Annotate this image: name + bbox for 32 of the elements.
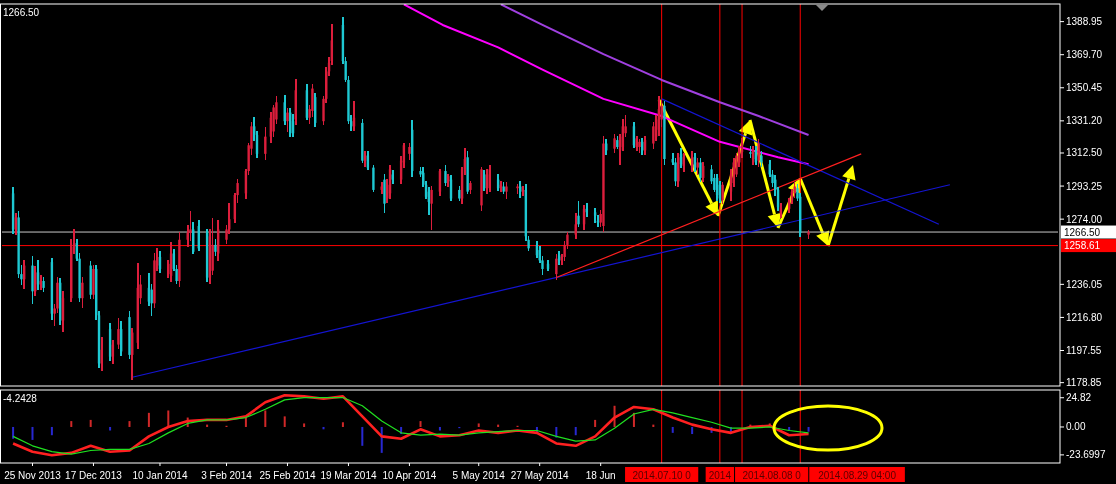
y-tick-label: 1312.50	[1066, 147, 1103, 159]
x-tick-label: 5 May 2014	[452, 469, 506, 481]
y-tick-label: 1331.20	[1066, 115, 1103, 127]
y-tick-label: -23.6997	[1066, 449, 1106, 461]
y-tick-label: 24.82	[1066, 392, 1092, 404]
x-tick-label: 19 Mar 2014	[320, 469, 377, 481]
y-tick-label: 1178.85	[1066, 377, 1102, 389]
x-tick-label: 18 Jun	[585, 469, 616, 481]
x-tick-label: 27 May 2014	[510, 469, 570, 481]
y-tick-label: 0.00	[1066, 421, 1086, 433]
legend-label: 2014.08.08 0	[742, 469, 802, 481]
ref-line-label: 2014.08.29 04:00	[818, 469, 897, 481]
annotation: -4.2428	[3, 393, 38, 404]
y-tick-label: 1350.45	[1066, 82, 1103, 94]
x-tick-label: 10 Jan 2014	[132, 469, 188, 481]
y-tick-label: 1293.25	[1066, 180, 1103, 192]
x-tick-label: 25 Nov 2013	[4, 469, 62, 481]
ref-line-label: 2014.07.10 0	[632, 469, 692, 481]
ref-line-label: 1266.50	[1064, 226, 1101, 238]
y-tick-label: 1216.80	[1066, 311, 1103, 323]
x-tick-label: 17 Dec 2013	[65, 469, 123, 481]
y-tick-label: 1197.55	[1066, 345, 1102, 357]
y-tick-label: 1388.95	[1066, 16, 1103, 28]
x-tick-label: 3 Feb 2014	[201, 469, 253, 481]
annotation: 1266.50	[3, 7, 40, 18]
x-tick-label: 10 Apr 2014	[382, 469, 437, 481]
ref-line-label: 2014	[708, 469, 732, 481]
y-tick-label: 1236.05	[1066, 278, 1103, 290]
y-tick-label: 1274.00	[1066, 213, 1103, 225]
ref-line-label: 1258.61	[1064, 240, 1101, 252]
x-tick-label: 25 Feb 2014	[259, 469, 316, 481]
y-tick-label: 1369.70	[1066, 49, 1103, 61]
